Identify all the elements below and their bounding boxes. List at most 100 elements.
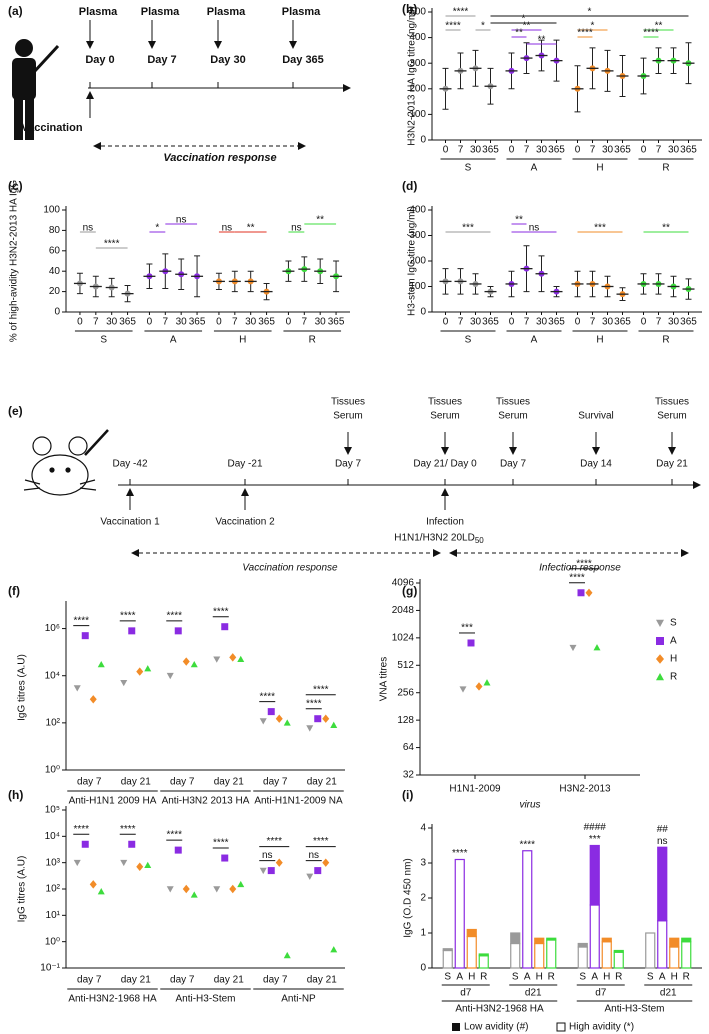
x-tick-label: R: [548, 972, 555, 983]
x-tick-label: 365: [680, 317, 697, 328]
significance-label: ****: [166, 830, 182, 841]
x-tick-label: day 7: [77, 777, 102, 788]
y-axis-title: H3N2-2013 HA IgG titre (ng/ml): [407, 6, 418, 146]
x-tick-label: 30: [668, 145, 680, 156]
marker: [569, 644, 577, 652]
sample-label: Plasma: [207, 6, 246, 18]
x-tick-label: R: [683, 972, 690, 983]
x-tick-label: 30: [536, 145, 548, 156]
marker: [190, 891, 198, 898]
marker: [283, 951, 291, 959]
significance-label: **: [515, 215, 523, 226]
marker: [259, 718, 267, 725]
y-tick-label: 10⁴: [45, 831, 60, 842]
marker: [275, 714, 283, 723]
marker: [259, 867, 267, 875]
significance-label: ##: [657, 824, 669, 835]
day-label: Day 365: [282, 54, 324, 66]
y-tick-label: 32: [403, 770, 415, 781]
group-label: Anti-H3-Stem: [175, 994, 235, 1005]
infection-label: Infection: [426, 517, 464, 528]
x-tick-label: A: [524, 972, 531, 983]
marker: [267, 708, 275, 716]
significance-label: ****: [569, 572, 585, 583]
x-tick-label: 7: [590, 317, 596, 328]
sample-label: Plasma: [282, 6, 321, 18]
y-tick-label: 10⁻¹: [40, 963, 60, 974]
marker: [267, 867, 275, 875]
sample-label: Tissues: [655, 397, 689, 408]
y-tick-label: 64: [403, 742, 415, 753]
bar-low-avidity: [577, 942, 588, 948]
y-axis-title: VNA titres: [379, 657, 390, 701]
legend-marker: [656, 619, 664, 627]
x-tick-label: 30: [536, 317, 548, 328]
x-tick-label: 365: [258, 317, 275, 328]
x-tick-label: 30: [668, 317, 680, 328]
x-tick-label: 365: [614, 317, 631, 328]
x-tick-label: 365: [482, 145, 499, 156]
significance-label: **: [515, 28, 523, 39]
legend-label: H: [239, 335, 246, 346]
significance-label: ####: [584, 822, 607, 833]
vaccination-label: Vaccination 1: [100, 517, 160, 528]
legend-label: S: [100, 335, 107, 346]
group-label: Anti-H3N2-1968 HA: [455, 1004, 544, 1015]
y-tick-label: 128: [397, 715, 414, 726]
panel-label: (f): [8, 584, 20, 598]
y-tick-label: 20: [49, 286, 61, 297]
bar-high-avidity: [534, 942, 545, 969]
marker: [213, 886, 221, 893]
significance-label: ****: [453, 7, 469, 18]
legend-label: S: [670, 618, 677, 629]
x-tick-label: 0: [216, 317, 222, 328]
marker: [120, 680, 128, 687]
x-tick-label: S: [444, 972, 451, 983]
marker: [467, 639, 475, 647]
x-tick-label: 0: [509, 145, 515, 156]
x-tick-label: 0: [509, 317, 515, 328]
significance-label: ****: [643, 28, 659, 39]
x-tick-label: 7: [656, 145, 662, 156]
vaccination-label: Vaccination 2: [215, 517, 275, 528]
significance-label: *: [155, 223, 159, 234]
significance-label: ****: [213, 606, 229, 617]
significance-label: ****: [259, 691, 275, 702]
significance-label: *: [481, 21, 485, 32]
marker: [314, 867, 322, 875]
x-tick-label: A: [456, 972, 463, 983]
x-tick-label: 365: [680, 145, 697, 156]
legend-label: H: [596, 335, 603, 346]
x-tick-label: day 7: [263, 777, 288, 788]
y-tick-label: 0: [420, 135, 426, 146]
marker: [314, 715, 322, 723]
x-tick-label: 0: [77, 317, 83, 328]
sample-label: Serum: [498, 411, 527, 422]
group-label: Anti-H1N1 2009 HA: [69, 796, 157, 807]
y-tick-label: 10²: [46, 717, 61, 728]
bar-high-avidity: [645, 932, 656, 969]
dose-subscript: 50: [475, 536, 484, 545]
panel-label: (i): [402, 788, 413, 802]
marker: [182, 884, 190, 894]
x-tick-label: day 7: [170, 777, 195, 788]
bar-high-avidity: [442, 949, 453, 969]
x-tick-label: day 21: [121, 975, 151, 986]
x-tick-label: day 21: [307, 975, 337, 986]
mouse-icon: [23, 429, 109, 496]
x-tick-label: A: [591, 972, 598, 983]
sample-label: Survival: [578, 411, 614, 422]
x-tick-label: day 21: [214, 777, 244, 788]
sample-label: Plasma: [141, 6, 180, 18]
marker: [483, 679, 491, 686]
marker: [136, 667, 144, 676]
y-tick-label: 10⁰: [45, 936, 60, 947]
x-tick-label: 0: [147, 317, 153, 328]
day-label: Day 7: [147, 54, 176, 66]
y-tick-label: 4096: [392, 578, 415, 589]
marker: [593, 644, 601, 651]
significance-label: ns: [657, 836, 668, 847]
marker: [237, 880, 245, 888]
significance-label: ****: [306, 698, 322, 709]
x-tick-label: 7: [656, 317, 662, 328]
